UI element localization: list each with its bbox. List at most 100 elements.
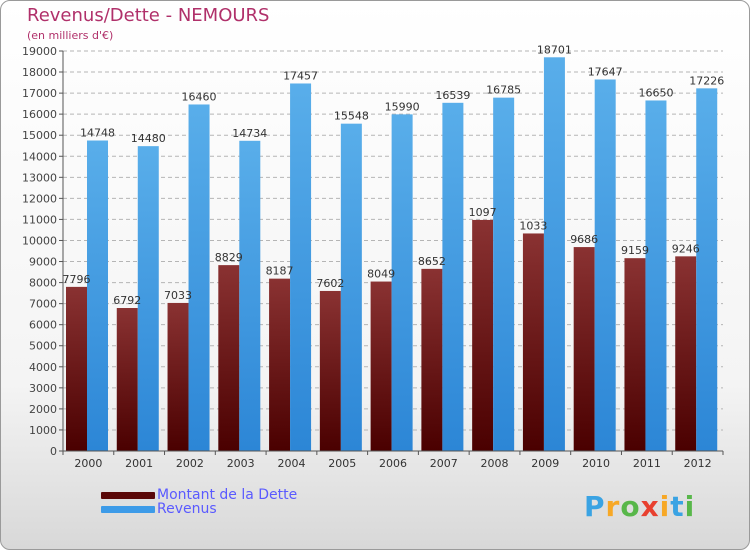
bar-debt	[116, 308, 138, 451]
x-tick-label: 2002	[176, 457, 204, 470]
bar-revenue	[188, 104, 210, 451]
y-tick-label: 14000	[22, 150, 57, 163]
data-label-revenue: 17457	[283, 69, 318, 82]
bar-revenue	[493, 97, 515, 451]
y-tick-label: 7000	[29, 298, 57, 311]
x-tick-label: 2007	[430, 457, 458, 470]
bar-revenue	[340, 123, 362, 452]
bar-revenue	[137, 146, 159, 451]
legend-item-revenue: Revenus	[101, 501, 297, 517]
y-tick-label: 6000	[29, 319, 57, 332]
logo-letter: x	[640, 490, 660, 523]
x-tick-label: 2000	[74, 457, 102, 470]
logo-letter: i	[659, 490, 671, 523]
y-tick-label: 18000	[22, 66, 57, 79]
data-label-revenue: 15548	[334, 110, 369, 123]
x-tick-label: 2004	[277, 457, 305, 470]
chart-title: Revenus/Dette - NEMOURS	[27, 5, 270, 26]
data-label-debt: 6792	[113, 294, 141, 307]
data-label-debt: 7602	[316, 277, 344, 290]
data-label-debt: 8829	[215, 251, 243, 264]
y-tick-label: 5000	[29, 340, 57, 353]
data-label-revenue: 16539	[435, 89, 470, 102]
axes: 0 1000 2000 3000 4000 5000 6000 7000 8000 9000 100…	[22, 45, 724, 470]
data-label-revenue: 14748	[80, 127, 115, 140]
legend-label-debt: Montant de la Dette	[157, 487, 298, 503]
data-label-group: 7796 14748 6792 14480 7033 16460 8829 14734 8187…	[63, 43, 725, 307]
bar-debt	[66, 286, 87, 451]
bar-debt	[573, 247, 595, 451]
data-label-debt: 9246	[672, 242, 700, 255]
x-tick-label: 2006	[379, 457, 407, 470]
y-tick-label: 19000	[22, 45, 57, 58]
bar-debt	[370, 281, 392, 451]
x-tick-label: 2010	[582, 457, 610, 470]
data-label-debt: 8187	[266, 265, 294, 278]
data-label-debt: 1033	[519, 219, 547, 232]
legend-item-debt: Montant de la Dette	[101, 487, 298, 503]
y-tick-label: 1000	[29, 424, 57, 437]
bar-group	[66, 57, 718, 452]
y-tick-label: 17000	[22, 87, 57, 100]
x-tick-label: 2005	[328, 457, 356, 470]
legend-swatch-debt	[101, 491, 155, 499]
bar-revenue	[594, 79, 616, 452]
data-label-revenue: 16460	[182, 90, 217, 103]
x-tick-label: 2011	[633, 457, 661, 470]
bar-revenue	[442, 102, 464, 452]
bar-revenue	[645, 100, 667, 451]
data-label-revenue: 16650	[638, 86, 673, 99]
bar-debt	[522, 233, 544, 451]
data-label-revenue: 15990	[385, 100, 420, 113]
bar-debt	[421, 268, 443, 451]
proxiti-logo: Proxiti	[584, 490, 695, 523]
bar-debt	[319, 290, 341, 451]
data-label-debt: 9159	[621, 244, 649, 257]
legend-label-revenue: Revenus	[157, 501, 217, 517]
data-label-debt: 7033	[164, 289, 192, 302]
data-label-revenue: 17226	[689, 74, 724, 87]
y-tick-label: 11000	[22, 213, 57, 226]
data-label-revenue: 14480	[131, 132, 166, 145]
x-tick-label: 2001	[125, 457, 153, 470]
x-tick-label: 2009	[531, 457, 559, 470]
y-tick-label: 16000	[22, 108, 57, 121]
x-tick-label: 2003	[227, 457, 255, 470]
y-tick-label: 15000	[22, 129, 57, 142]
x-tick-label: 2012	[684, 457, 712, 470]
logo-letter: o	[620, 490, 641, 523]
logo-letter: t	[670, 490, 685, 523]
bar-debt	[218, 265, 240, 451]
bar-debt	[269, 278, 291, 451]
y-tick-label: 2000	[29, 403, 57, 416]
data-label-revenue: 14734	[232, 127, 267, 140]
data-label-revenue: 18701	[537, 43, 572, 56]
chart-subtitle: (en milliers d'€)	[27, 29, 114, 42]
y-tick-label: 10000	[22, 234, 57, 247]
logo-letter: P	[584, 490, 606, 523]
y-tick-label: 13000	[22, 171, 57, 184]
data-label-revenue: 16785	[486, 84, 521, 97]
bar-revenue	[290, 83, 312, 452]
y-tick-label: 12000	[22, 192, 57, 205]
y-tick-label: 9000	[29, 256, 57, 269]
bar-debt	[624, 258, 646, 451]
data-label-debt: 9686	[570, 233, 598, 246]
y-tick-label: 4000	[29, 361, 57, 374]
bar-debt	[167, 302, 189, 451]
y-tick-label: 0	[50, 445, 57, 458]
bar-revenue	[696, 88, 718, 452]
bar-debt	[675, 256, 697, 451]
data-label-revenue: 17647	[588, 65, 623, 78]
data-label-debt: 7796	[63, 273, 91, 286]
y-tick-label: 8000	[29, 277, 57, 290]
logo-letter: r	[605, 490, 621, 523]
y-tick-label: 3000	[29, 382, 57, 395]
data-label-debt: 8049	[367, 268, 395, 281]
x-tick-label: 2008	[481, 457, 509, 470]
legend-swatch-revenue	[101, 505, 155, 513]
bar-revenue	[543, 57, 565, 451]
bar-revenue	[391, 114, 413, 452]
